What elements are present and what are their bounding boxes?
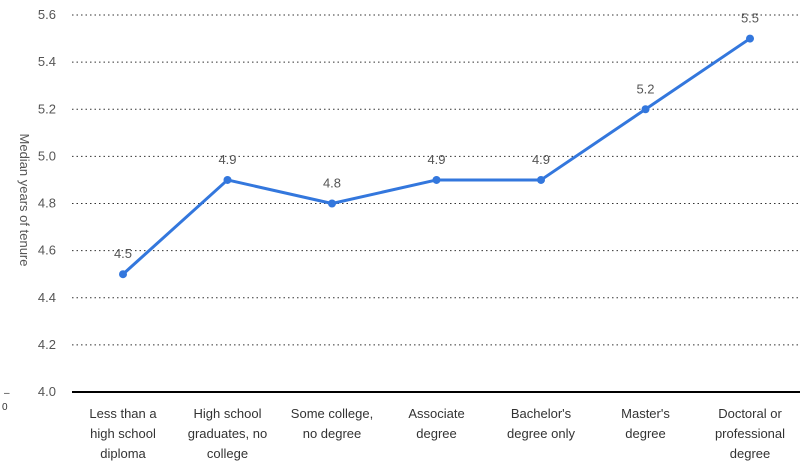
data-labels: 4.5 4.9 4.8 4.9 4.9 5.2 5.5 [114, 11, 759, 262]
side-mark: – [4, 388, 10, 399]
data-point[interactable] [746, 35, 754, 43]
data-point[interactable] [433, 176, 441, 184]
y-tick-label: 4.2 [38, 337, 56, 352]
data-label: 5.5 [741, 11, 759, 26]
y-tick-label: 5.0 [38, 148, 56, 163]
y-axis-ticks: 4.0 4.2 4.4 4.6 4.8 5.0 5.2 5.4 5.6 [38, 7, 56, 399]
data-point[interactable] [119, 270, 127, 278]
x-axis-categories: Less than a high school diploma High school… [89, 406, 785, 461]
data-point[interactable] [537, 176, 545, 184]
y-axis-title: Median years of tenure [17, 134, 32, 267]
x-category-label: Less than a high school diploma [89, 406, 157, 461]
x-category-label: Master's degree [621, 406, 670, 441]
data-label: 5.2 [636, 81, 654, 96]
x-category-label: Associate degree [408, 406, 464, 441]
y-tick-label: 5.2 [38, 101, 56, 116]
y-tick-label: 4.4 [38, 290, 56, 305]
y-tick-label: 4.6 [38, 243, 56, 258]
data-point[interactable] [642, 105, 650, 113]
gridlines [72, 15, 800, 392]
y-tick-label: 5.6 [38, 7, 56, 22]
x-category-label: High school graduates, no college [188, 406, 268, 461]
y-tick-label: 5.4 [38, 54, 56, 69]
data-label: 4.8 [323, 176, 341, 191]
data-label: 4.9 [532, 152, 550, 167]
data-label: 4.9 [427, 152, 445, 167]
data-point[interactable] [328, 200, 336, 208]
data-label: 4.9 [218, 152, 236, 167]
side-mark: 0 [2, 402, 8, 413]
x-category-label: Some college, no degree [291, 406, 373, 441]
data-point[interactable] [224, 176, 232, 184]
y-tick-label: 4.8 [38, 196, 56, 211]
y-tick-label: 4.0 [38, 384, 56, 399]
x-category-label: Doctoral or professional degree [715, 406, 785, 461]
side-marks: –0 [2, 388, 10, 413]
x-category-label: Bachelor's degree only [507, 406, 575, 441]
data-label: 4.5 [114, 246, 132, 261]
